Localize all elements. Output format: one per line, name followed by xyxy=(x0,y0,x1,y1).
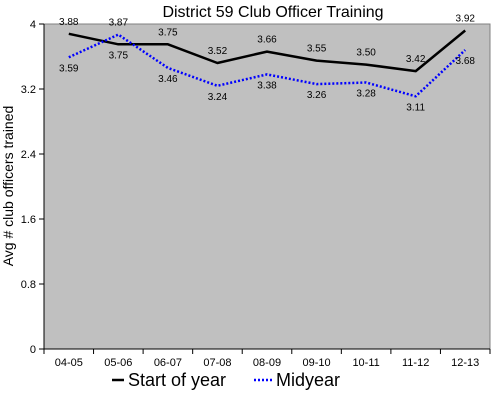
y-tick-label: 2.4 xyxy=(21,149,36,161)
y-tick-label: 3.2 xyxy=(21,84,36,96)
data-label: 3.66 xyxy=(257,35,277,46)
x-axis: 04-05 05-06 06-07 07-08 08-09 09-10 10-11 11-12… xyxy=(43,348,491,369)
data-label: 3.52 xyxy=(208,46,228,57)
data-label: 3.59 xyxy=(59,63,79,74)
data-label: 3.92 xyxy=(455,14,475,25)
y-axis: 0 0.8 1.6 2.4 3.2 4 xyxy=(21,19,45,356)
legend: Start of year Midyear xyxy=(112,370,340,390)
x-tick-label: 10-11 xyxy=(352,357,379,369)
data-label: 3.24 xyxy=(208,92,228,103)
legend-label: Midyear xyxy=(276,370,340,390)
series-lines xyxy=(68,29,467,98)
data-label: 3.88 xyxy=(59,17,79,28)
data-labels: 3.88 3.75 3.75 3.52 3.66 3.55 3.50 3.42 3.92 3.59… xyxy=(59,14,475,114)
x-tick-label: 07-08 xyxy=(203,357,231,369)
data-label: 3.75 xyxy=(109,50,129,61)
x-tick-label: 08-09 xyxy=(253,357,281,369)
data-label: 3.28 xyxy=(356,89,376,100)
data-label: 3.55 xyxy=(307,44,327,55)
y-tick-label: 0.8 xyxy=(21,279,36,291)
data-label: 3.38 xyxy=(257,80,277,91)
x-tick-label: 11-12 xyxy=(402,357,429,369)
y-tick-label: 1.6 xyxy=(21,214,36,226)
data-label: 3.26 xyxy=(307,90,327,101)
data-label: 3.75 xyxy=(158,27,178,38)
data-label: 3.46 xyxy=(158,74,178,85)
data-label: 3.42 xyxy=(406,54,426,65)
plot-area xyxy=(43,23,491,350)
x-tick-label: 04-05 xyxy=(55,357,83,369)
x-tick-label: 06-07 xyxy=(154,357,182,369)
data-label: 3.87 xyxy=(109,18,129,29)
x-tick-label: 05-06 xyxy=(104,357,132,369)
series-line-midyear xyxy=(68,33,467,98)
x-tick-label: 09-10 xyxy=(302,357,330,369)
x-tick-label: 12-13 xyxy=(451,357,479,369)
chart-title: District 59 Club Officer Training xyxy=(162,4,383,21)
data-label: 3.50 xyxy=(356,48,376,59)
legend-label: Start of year xyxy=(128,370,226,390)
y-tick-label: 0 xyxy=(30,344,36,356)
y-axis-title: Avg # club officers trained xyxy=(0,106,16,267)
data-label: 3.11 xyxy=(406,102,425,113)
y-tick-label: 4 xyxy=(30,19,36,31)
data-label: 3.68 xyxy=(455,56,475,67)
